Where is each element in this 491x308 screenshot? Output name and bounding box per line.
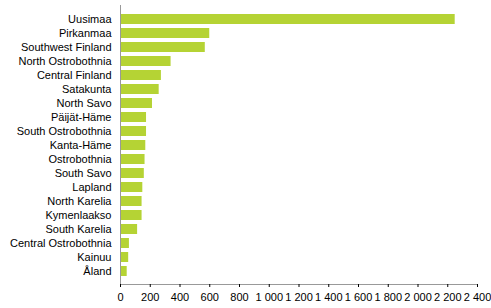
svg-text:Kainuu: Kainuu (77, 251, 111, 263)
svg-text:Åland: Åland (83, 265, 111, 277)
svg-text:Central Ostrobothnia: Central Ostrobothnia (10, 237, 112, 249)
svg-text:North Ostrobothnia: North Ostrobothnia (19, 55, 113, 67)
svg-text:2 400: 2 400 (464, 291, 491, 303)
svg-text:Pirkanmaa: Pirkanmaa (59, 27, 112, 39)
svg-text:1 400: 1 400 (315, 291, 343, 303)
svg-text:2 200: 2 200 (434, 291, 462, 303)
svg-text:200: 200 (141, 291, 159, 303)
svg-text:North Savo: North Savo (56, 97, 111, 109)
svg-text:Päijät-Häme: Päijät-Häme (51, 111, 112, 123)
svg-text:Southwest Finland: Southwest Finland (21, 41, 112, 53)
svg-text:600: 600 (201, 291, 219, 303)
svg-text:1 800: 1 800 (374, 291, 402, 303)
svg-text:Central Finland: Central Finland (37, 69, 112, 81)
svg-text:0: 0 (117, 291, 123, 303)
svg-text:South Ostrobothnia: South Ostrobothnia (17, 125, 113, 137)
svg-text:Satakunta: Satakunta (62, 83, 112, 95)
svg-text:1 200: 1 200 (285, 291, 313, 303)
svg-text:1 000: 1 000 (255, 291, 283, 303)
svg-text:South Savo: South Savo (55, 167, 112, 179)
svg-text:North Karelia: North Karelia (47, 195, 112, 207)
svg-text:Ostrobothnia: Ostrobothnia (49, 153, 113, 165)
svg-text:1 600: 1 600 (345, 291, 373, 303)
svg-text:800: 800 (230, 291, 248, 303)
svg-text:Kymenlaakso: Kymenlaakso (45, 209, 111, 221)
svg-text:Uusimaa: Uusimaa (68, 13, 112, 25)
svg-text:South Karelia: South Karelia (45, 223, 112, 235)
svg-text:Kanta-Häme: Kanta-Häme (50, 139, 112, 151)
svg-text:Lapland: Lapland (72, 181, 111, 193)
svg-text:400: 400 (171, 291, 189, 303)
svg-text:2 000: 2 000 (404, 291, 432, 303)
